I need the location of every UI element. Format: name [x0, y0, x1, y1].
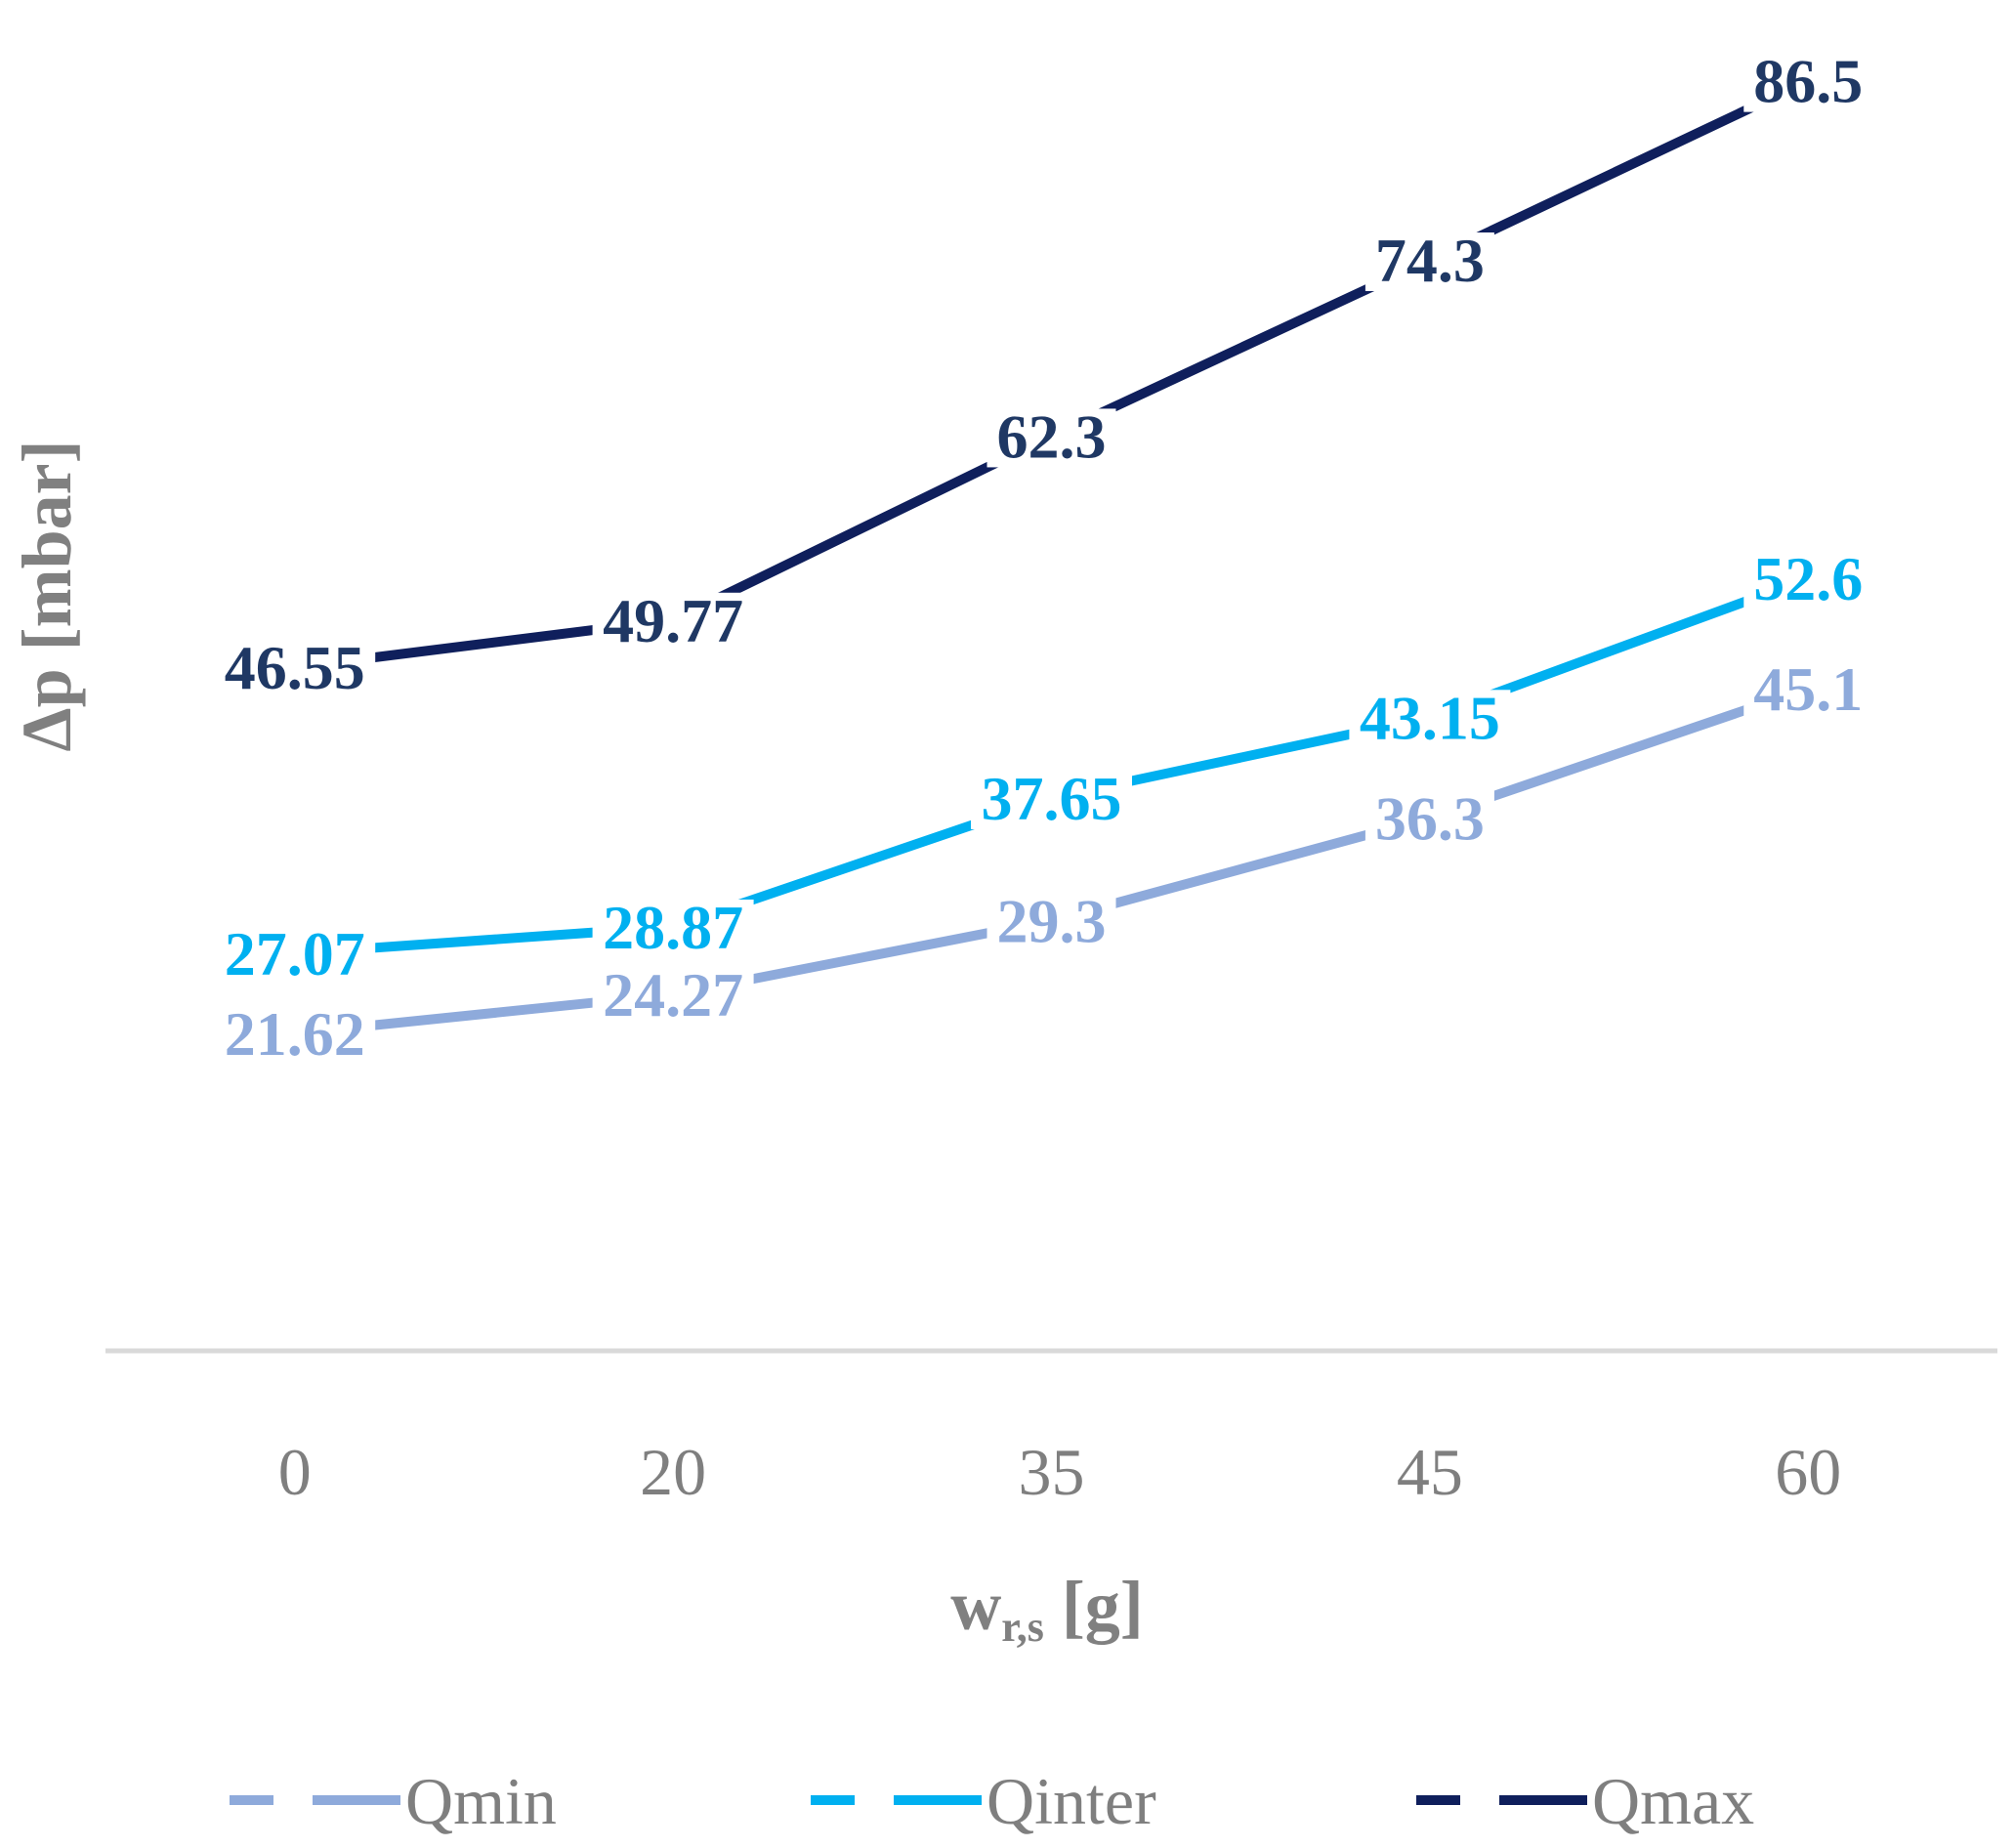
x-axis-title-unit: [g] — [1044, 1567, 1144, 1645]
data-label-bg-qmax — [214, 640, 376, 699]
legend-label-qmax: Qmax — [1592, 1764, 1754, 1838]
data-label-bg-qinter — [971, 770, 1132, 829]
data-label-qmax: 49.77 — [603, 586, 743, 655]
data-label-qinter: 37.65 — [982, 764, 1122, 833]
data-label-qinter: 43.15 — [1360, 683, 1500, 752]
data-label-qmin: 45.1 — [1753, 654, 1863, 724]
y-axis-title: Δp [mbar] — [8, 440, 86, 751]
x-axis-title-subscript: r,s — [1001, 1603, 1044, 1651]
data-label-qmin: 36.3 — [1375, 783, 1485, 853]
data-label-bg-qinter — [592, 899, 754, 958]
data-label-bg-qmin — [1743, 660, 1873, 720]
legend-label-qinter: Qinter — [987, 1764, 1156, 1838]
data-label-bg-qinter — [1349, 690, 1511, 749]
data-label-bg-qmin — [592, 967, 754, 1027]
data-label-bg-qmax — [1364, 232, 1494, 292]
x-tick-label: 35 — [1019, 1435, 1085, 1509]
data-label-qmax: 46.55 — [225, 633, 365, 702]
x-tick-label: 20 — [640, 1435, 706, 1509]
x-axis-title-main: w — [950, 1567, 1001, 1645]
x-tick-label: 45 — [1397, 1435, 1463, 1509]
data-label-qmin: 29.3 — [997, 887, 1107, 956]
x-tick-label: 60 — [1775, 1435, 1841, 1509]
data-label-qmax: 74.3 — [1375, 226, 1485, 295]
data-label-qinter: 28.87 — [603, 893, 743, 962]
data-label-qmax: 86.5 — [1753, 47, 1863, 116]
legend: Qmin Qinter Qmax — [230, 1764, 1754, 1838]
data-label-bg-qinter — [214, 926, 376, 986]
data-label-qmax: 62.3 — [997, 401, 1107, 471]
data-label-qinter: 52.6 — [1753, 544, 1863, 613]
data-label-bg-qmin — [1364, 790, 1494, 850]
data-label-qmin: 24.27 — [603, 960, 743, 1029]
data-label-bg-qmin — [214, 1005, 376, 1065]
data-label-bg-qmax — [987, 408, 1116, 468]
data-label-bg-qmin — [987, 893, 1116, 952]
series-line-qmin — [289, 683, 1814, 1038]
legend-label-qmin: Qmin — [405, 1764, 557, 1838]
data-label-bg-qinter — [1743, 551, 1873, 610]
series-line-qmax — [289, 75, 1814, 673]
data-label-bg-qmax — [1743, 53, 1873, 112]
data-label-qmin: 21.62 — [225, 999, 365, 1069]
x-axis-title: wr,s [g] — [950, 1567, 1144, 1651]
x-tick-label: 0 — [278, 1435, 312, 1509]
data-label-qinter: 27.07 — [225, 919, 365, 988]
data-label-bg-qmax — [592, 592, 754, 651]
